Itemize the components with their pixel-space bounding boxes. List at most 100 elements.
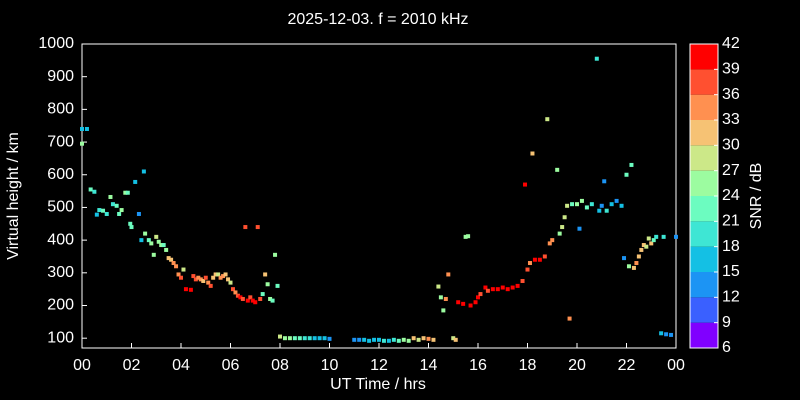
colorbar-tick-label: 39 (722, 61, 740, 78)
data-point (626, 264, 631, 269)
data-point (188, 287, 193, 292)
data-point (500, 285, 505, 290)
x-tick-label: 00 (667, 357, 685, 374)
y-axis-label: Virtual height / km (5, 132, 22, 260)
data-point (312, 336, 317, 341)
data-point (136, 211, 141, 216)
colorbar-tick-label: 21 (722, 213, 740, 230)
data-point (525, 267, 530, 272)
data-point (555, 167, 560, 172)
data-point (84, 126, 89, 131)
data-point (478, 292, 483, 297)
data-point (169, 257, 174, 262)
data-point (602, 179, 607, 184)
data-point (183, 287, 188, 292)
data-point (644, 244, 649, 249)
data-point (431, 337, 436, 342)
data-point (483, 285, 488, 290)
y-tick-label: 200 (47, 297, 74, 314)
data-point (223, 272, 228, 277)
data-point (151, 252, 156, 257)
data-point (570, 202, 575, 207)
data-point (161, 243, 166, 248)
colorbar-tick-label: 18 (722, 238, 740, 255)
data-point (438, 295, 443, 300)
data-point (268, 296, 273, 301)
colorbar-swatch (690, 322, 718, 348)
y-tick-label: 900 (47, 68, 74, 85)
data-point (216, 272, 221, 277)
data-point (649, 241, 654, 246)
data-point (490, 287, 495, 292)
data-point (651, 238, 656, 243)
colorbar-swatch (690, 69, 718, 95)
data-point (322, 336, 327, 341)
colorbar-tick-label: 12 (722, 289, 740, 306)
data-point (198, 277, 203, 282)
data-point (104, 211, 109, 216)
data-point (391, 337, 396, 342)
data-point (97, 208, 102, 213)
data-point (523, 182, 528, 187)
data-point (622, 256, 627, 261)
data-point (560, 225, 565, 230)
data-point (367, 338, 372, 343)
y-tick-label: 400 (47, 231, 74, 248)
colorbar-tick-label: 36 (722, 86, 740, 103)
data-point (520, 278, 525, 283)
data-point (659, 331, 664, 336)
x-tick-label: 04 (172, 357, 190, 374)
data-point (250, 298, 255, 303)
data-point (273, 252, 278, 257)
colorbar-tick-label: 30 (722, 137, 740, 154)
x-tick-label: 06 (222, 357, 240, 374)
data-point (302, 336, 307, 341)
y-tick-label: 700 (47, 133, 74, 150)
data-point (530, 151, 535, 156)
x-tick-label: 10 (321, 357, 339, 374)
chart-title: 2025-12-03. f = 2010 kHz (287, 11, 468, 28)
x-tick-label: 02 (123, 357, 141, 374)
data-point (377, 337, 381, 342)
data-point (352, 337, 357, 342)
data-point (307, 336, 312, 341)
data-point (456, 300, 461, 305)
data-point (372, 337, 377, 342)
data-point (164, 247, 169, 252)
data-point (466, 234, 471, 239)
x-tick-label: 16 (469, 357, 487, 374)
data-point (674, 234, 678, 239)
x-tick-label: 20 (568, 357, 586, 374)
data-point (584, 205, 589, 210)
data-point (485, 288, 490, 293)
data-point (327, 336, 332, 341)
data-point (473, 300, 478, 305)
data-point (143, 231, 148, 236)
data-point (203, 275, 208, 280)
data-point (532, 257, 537, 262)
data-point (117, 211, 122, 216)
data-point (154, 234, 159, 239)
colorbar-swatch (690, 44, 718, 70)
data-point (141, 169, 146, 174)
colorbar-swatch (690, 145, 718, 171)
x-tick-label: 22 (618, 357, 636, 374)
data-point (196, 275, 201, 280)
y-tick-label: 500 (47, 199, 74, 216)
data-point (451, 336, 456, 341)
data-point (416, 337, 421, 342)
colorbar-tick-label: 24 (722, 187, 740, 204)
data-point (619, 203, 624, 208)
data-point (171, 261, 176, 266)
data-point (238, 295, 243, 300)
data-point (125, 190, 130, 195)
data-point (230, 287, 235, 292)
y-tick-label: 600 (47, 166, 74, 183)
colorbar-swatch (690, 196, 718, 222)
data-point (201, 278, 206, 283)
data-point (639, 247, 644, 252)
colorbar-label: SNR / dB (748, 163, 765, 230)
data-point (577, 226, 582, 231)
data-point (557, 231, 562, 236)
